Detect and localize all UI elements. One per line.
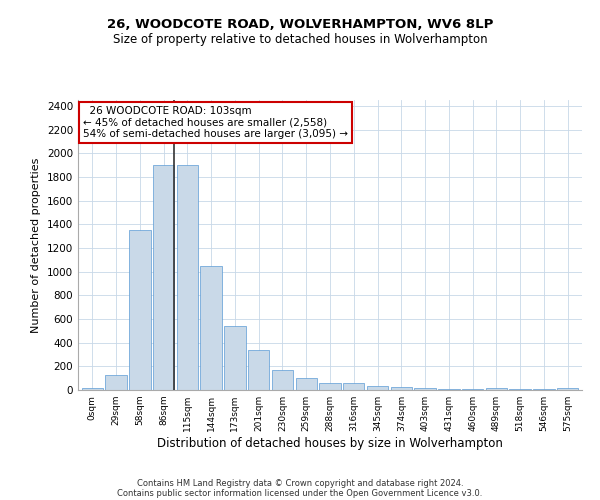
X-axis label: Distribution of detached houses by size in Wolverhampton: Distribution of detached houses by size … [157,437,503,450]
Text: 26 WOODCOTE ROAD: 103sqm
← 45% of detached houses are smaller (2,558)
54% of sem: 26 WOODCOTE ROAD: 103sqm ← 45% of detach… [83,106,348,139]
Text: Contains HM Land Registry data © Crown copyright and database right 2024.: Contains HM Land Registry data © Crown c… [137,478,463,488]
Text: 26, WOODCOTE ROAD, WOLVERHAMPTON, WV6 8LP: 26, WOODCOTE ROAD, WOLVERHAMPTON, WV6 8L… [107,18,493,30]
Bar [343,384,364,390]
Bar [557,388,578,390]
Y-axis label: Number of detached properties: Number of detached properties [31,158,41,332]
Bar [367,386,388,390]
Bar [82,388,103,390]
Bar [129,230,151,390]
Bar [438,389,460,390]
Text: Size of property relative to detached houses in Wolverhampton: Size of property relative to detached ho… [113,32,487,46]
Text: Contains public sector information licensed under the Open Government Licence v3: Contains public sector information licen… [118,488,482,498]
Bar [296,378,317,390]
Bar [415,388,436,390]
Bar [176,165,198,390]
Bar [391,387,412,390]
Bar [486,388,507,390]
Bar [106,375,127,390]
Bar [153,165,174,390]
Bar [248,350,269,390]
Bar [319,383,341,390]
Bar [224,326,245,390]
Bar [200,266,222,390]
Bar [462,389,484,390]
Bar [272,370,293,390]
